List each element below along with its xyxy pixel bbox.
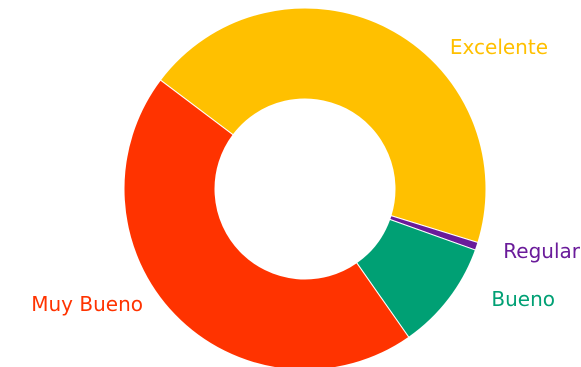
label-regular: Regular [503, 239, 580, 263]
slice-excelente [159, 7, 487, 244]
slice-muy-bueno [123, 79, 410, 367]
label-muy-bueno: Muy Bueno [31, 292, 143, 316]
labels-group: Excelente Regular Bueno Muy Bueno [31, 35, 581, 316]
label-excelente: Excelente [450, 35, 548, 59]
slices-group [123, 7, 487, 367]
label-bueno: Bueno [491, 287, 555, 311]
